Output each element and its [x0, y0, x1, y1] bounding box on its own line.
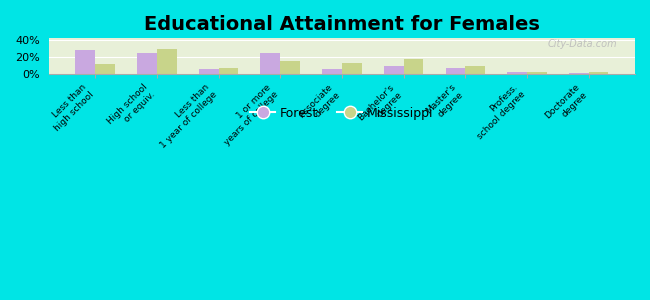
Bar — [569, 73, 589, 74]
Bar — [157, 49, 177, 74]
Bar — [589, 72, 608, 74]
Bar — [465, 66, 485, 74]
Bar — [342, 64, 361, 74]
Bar — [507, 72, 527, 74]
Bar — [199, 69, 218, 74]
Bar — [137, 53, 157, 74]
Bar — [404, 59, 423, 74]
Bar — [261, 52, 280, 74]
Bar — [527, 72, 547, 74]
Bar — [384, 66, 404, 74]
Legend: Forest, Mississippi: Forest, Mississippi — [245, 102, 439, 124]
Bar — [95, 64, 115, 74]
Bar — [322, 69, 342, 74]
Title: Educational Attainment for Females: Educational Attainment for Females — [144, 15, 540, 34]
Text: City-Data.com: City-Data.com — [548, 39, 617, 50]
Bar — [280, 61, 300, 74]
Bar — [75, 50, 95, 74]
Bar — [218, 68, 239, 74]
Bar — [445, 68, 465, 74]
